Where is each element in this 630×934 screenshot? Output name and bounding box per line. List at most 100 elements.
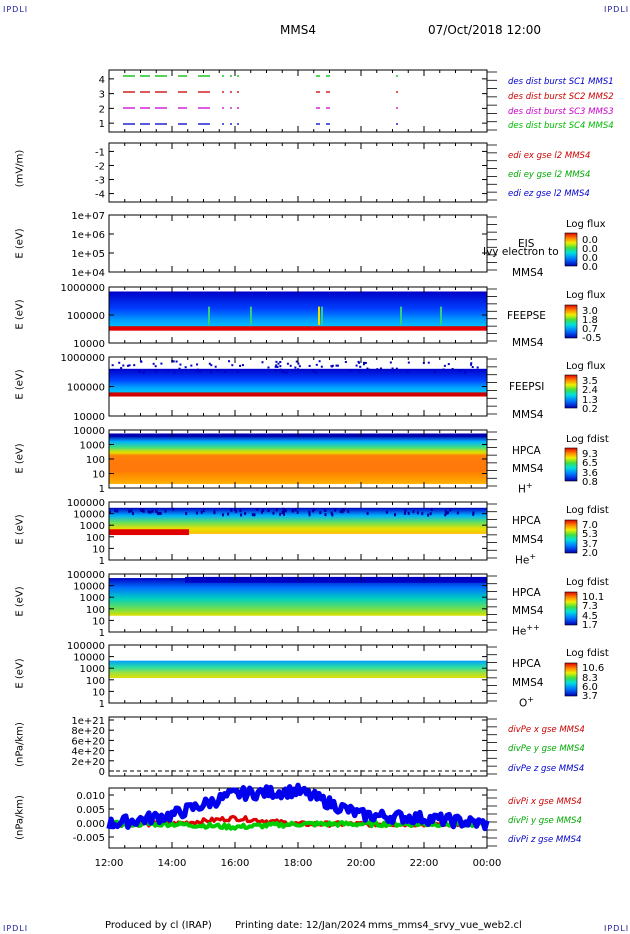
hpca-he1-speckle [429,512,432,516]
feepsi-speckle [294,366,297,369]
hpca-h-species: H+ [518,481,533,496]
hpca-he1-speckle [319,511,322,515]
hpca-he1-charge: + [529,552,537,561]
hpca_h-tick-label: 100 [86,455,105,466]
hpca-he1-speckle [472,512,475,516]
footer-printing-date: Printing date: 12/Jan/2024 [235,920,367,931]
feepsi-speckle [276,365,279,368]
hpca-he1-speckle [158,511,161,515]
hpca-he1-speckle [311,509,314,513]
corner-label-top-left: IPDLI [3,5,29,14]
feepsi-speckle [376,368,379,371]
feepsi-speckle [315,371,318,374]
hpca_he2-colorbar [564,591,578,626]
eis-tick-label: 1e+06 [71,230,105,241]
hpca_he1-tick-label: 100000 [67,498,105,509]
feepsi-speckle [267,366,270,369]
divpe-legend-x: divPe x gse MMS4 [508,725,585,735]
hpca-he1-scale-1: 7.0 [582,520,598,531]
burst-legend-1: des dist burst SC1 MMS1 [508,77,614,87]
feepsi-tick-label: 1000000 [60,353,105,364]
corner-label-top-right: IPDLI [604,5,630,14]
hpca-he1-scale-2: 5.3 [582,529,598,540]
hpca-h-scale-4: 0.8 [582,477,598,488]
feepsi-speckle [407,361,410,364]
feepsi-tick-label: 100000 [67,383,105,394]
hpca-he1-speckle [109,510,112,514]
feepsi-speckle [279,368,282,371]
feepsi-speckle [196,363,199,366]
feepsi-instrument: FEEPSI [509,381,545,393]
hpca-he1-speckle [404,509,407,513]
hpca-he1-speckle [239,509,242,513]
hpca-he1-speckle [251,513,254,517]
feepsi-speckle [281,370,284,373]
eis-scale-title: Log flux [566,219,606,230]
hpca-he1-speckle [427,513,430,517]
hpca-he2-species: He++ [512,623,540,638]
divpi-legend-y: divPi y gse MMS4 [508,816,582,826]
hpca_o-colorbar [564,662,578,697]
corner-label-bottom-right: IPDLI [604,924,630,933]
hpca-he2-ylabel: E (eV) [14,586,26,617]
hpca-he1-speckle [227,512,230,516]
hpca-he1-instrument: HPCA [512,515,541,527]
feepsi-speckle [320,365,323,368]
hpca-he1-speckle [343,508,346,512]
feepsi-speckle [199,370,202,373]
feepsi-speckle [190,364,193,367]
hpca-he2-scale-2: 7.3 [582,601,598,612]
eis-scale-1: 0.0 [582,235,598,246]
hpca-he1-speckle [262,509,265,513]
edi-legend-y: edi ey gse l2 MMS4 [508,170,591,180]
edi-legend-z: edi ez gse l2 MMS4 [508,189,590,199]
hpca_o-tick-label: 1 [99,699,105,710]
hpca-he1-red-block [109,529,189,536]
hpca-he2-species-name: He [512,625,527,638]
hpca-he1-speckle [155,509,158,513]
hpca_he1-colorbar [564,519,578,554]
feepsi-speckle [140,360,143,363]
feepse-scale-3: 0.7 [582,324,598,335]
divpi-tick-label: 0.010 [76,791,105,802]
hpca-he1-speckle [221,513,224,517]
feepsi-speckle [275,360,278,363]
feepsi-speckle [335,364,338,367]
feepsi-sc: MMS4 [512,409,544,421]
hpca-he1-speckle [308,513,311,517]
divpe-tick-label: 4e+20 [71,747,105,758]
feepse-streak [440,306,442,326]
eis-instrument: EIS [518,238,535,250]
feepsi-speckle [313,370,316,373]
hpca_he1-tick-label: 10 [92,544,105,555]
feepsi-speckle [451,367,454,370]
feepsi-speckle [470,363,473,366]
hpca-he1-speckle [341,508,344,512]
time-tick-label: 12:00 [95,858,124,869]
feepsi-speckle [277,362,280,365]
hpca-o-species-name: O [519,697,528,710]
feepse-tick-label: 100000 [67,311,105,322]
burst-frame [108,69,488,133]
hpca-he1-speckle [151,509,154,513]
eis-frame [108,214,488,273]
hpca-h-scale-3: 3.6 [582,468,598,479]
feepse-instrument: FEEPSE [507,310,546,322]
time-tick-label: 20:00 [347,858,376,869]
feepsi-speckle [239,364,242,367]
hpca_he1-tick-label: 1 [99,556,105,567]
feepsi-scale-2: 2.4 [582,385,598,396]
feepsi-scale-3: 1.3 [582,395,598,406]
hpca-he1-speckle [294,508,297,512]
feepsi-speckle [195,369,198,372]
feepsi-speckle [366,367,369,370]
hpca-he1-speckle [185,512,188,516]
hpca-he1-speckle [233,507,236,511]
hpca_he2-tick-label: 10 [92,616,105,627]
eis-tick-label: 1e+04 [71,268,105,279]
hpca_he1-tick-label: 10000 [73,510,105,521]
divpe-tick-label: 6e+20 [71,736,105,747]
feepsi-speckle [224,370,227,373]
hpca-he2-scale-1: 10.1 [582,592,605,603]
